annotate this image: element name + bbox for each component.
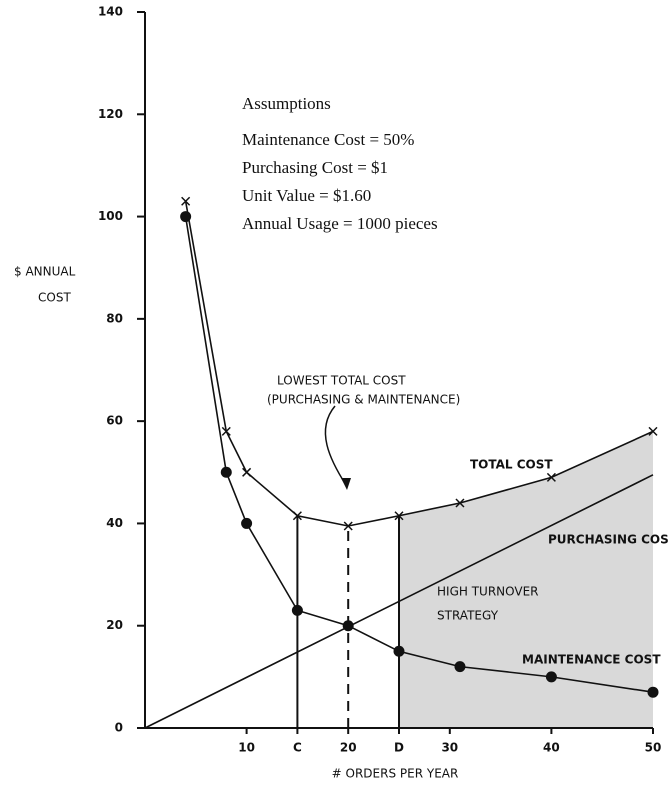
point <box>343 521 353 531</box>
series-line <box>144 474 654 729</box>
point <box>455 498 465 508</box>
x-tick-label: 10 <box>238 741 255 755</box>
point <box>546 472 556 482</box>
y-tick-label: 40 <box>106 516 123 530</box>
annotation: Purchasing Cost = $1 <box>242 158 388 177</box>
y-tick-label: 20 <box>106 618 123 632</box>
point <box>393 645 405 657</box>
point <box>342 620 354 632</box>
point <box>241 517 253 529</box>
series-label: MAINTENANCE COST <box>522 653 661 667</box>
x-axis-label: # ORDERS PER YEAR <box>332 767 459 781</box>
y-tick-label: 0 <box>115 721 123 735</box>
point <box>545 671 557 683</box>
y-tick-label: 80 <box>106 311 123 325</box>
annotation: LOWEST TOTAL COST <box>277 374 406 388</box>
point <box>291 604 303 616</box>
point <box>394 511 404 521</box>
y-tick-label: 140 <box>98 5 123 19</box>
y-axis-label: $ ANNUAL <box>14 265 76 279</box>
x-tick-label: 20 <box>340 741 357 755</box>
arrow <box>324 405 347 486</box>
annotation: Maintenance Cost = 50% <box>242 130 414 149</box>
annotation: Assumptions <box>242 94 331 113</box>
x-tick-label: 40 <box>543 741 560 755</box>
x-tick-label: 50 <box>645 741 662 755</box>
annotation: Unit Value = $1.60 <box>242 186 371 205</box>
point <box>180 211 192 223</box>
annotation: STRATEGY <box>437 609 499 623</box>
y-tick-label: 60 <box>106 414 123 428</box>
x-tick-label: D <box>394 741 404 755</box>
y-tick-label: 120 <box>98 107 123 121</box>
point <box>220 466 232 478</box>
x-tick-label: 30 <box>441 741 458 755</box>
series-label: TOTAL COST <box>470 458 553 472</box>
point <box>648 426 658 436</box>
annotation: (PURCHASING & MAINTENANCE) <box>267 393 460 407</box>
series-label: PURCHASING COST <box>548 533 668 547</box>
point <box>454 661 466 673</box>
x-tick-label: C <box>293 741 302 755</box>
point <box>647 686 659 698</box>
point <box>221 426 231 436</box>
shaded-region <box>399 431 653 728</box>
annotation: Annual Usage = 1000 pieces <box>242 214 438 233</box>
point <box>242 467 252 477</box>
arrow-head <box>341 478 351 490</box>
y-axis-label: COST <box>38 291 71 305</box>
point <box>181 196 191 206</box>
point <box>292 511 302 521</box>
y-tick-label: 100 <box>98 209 123 223</box>
annotation: HIGH TURNOVER <box>437 585 539 599</box>
